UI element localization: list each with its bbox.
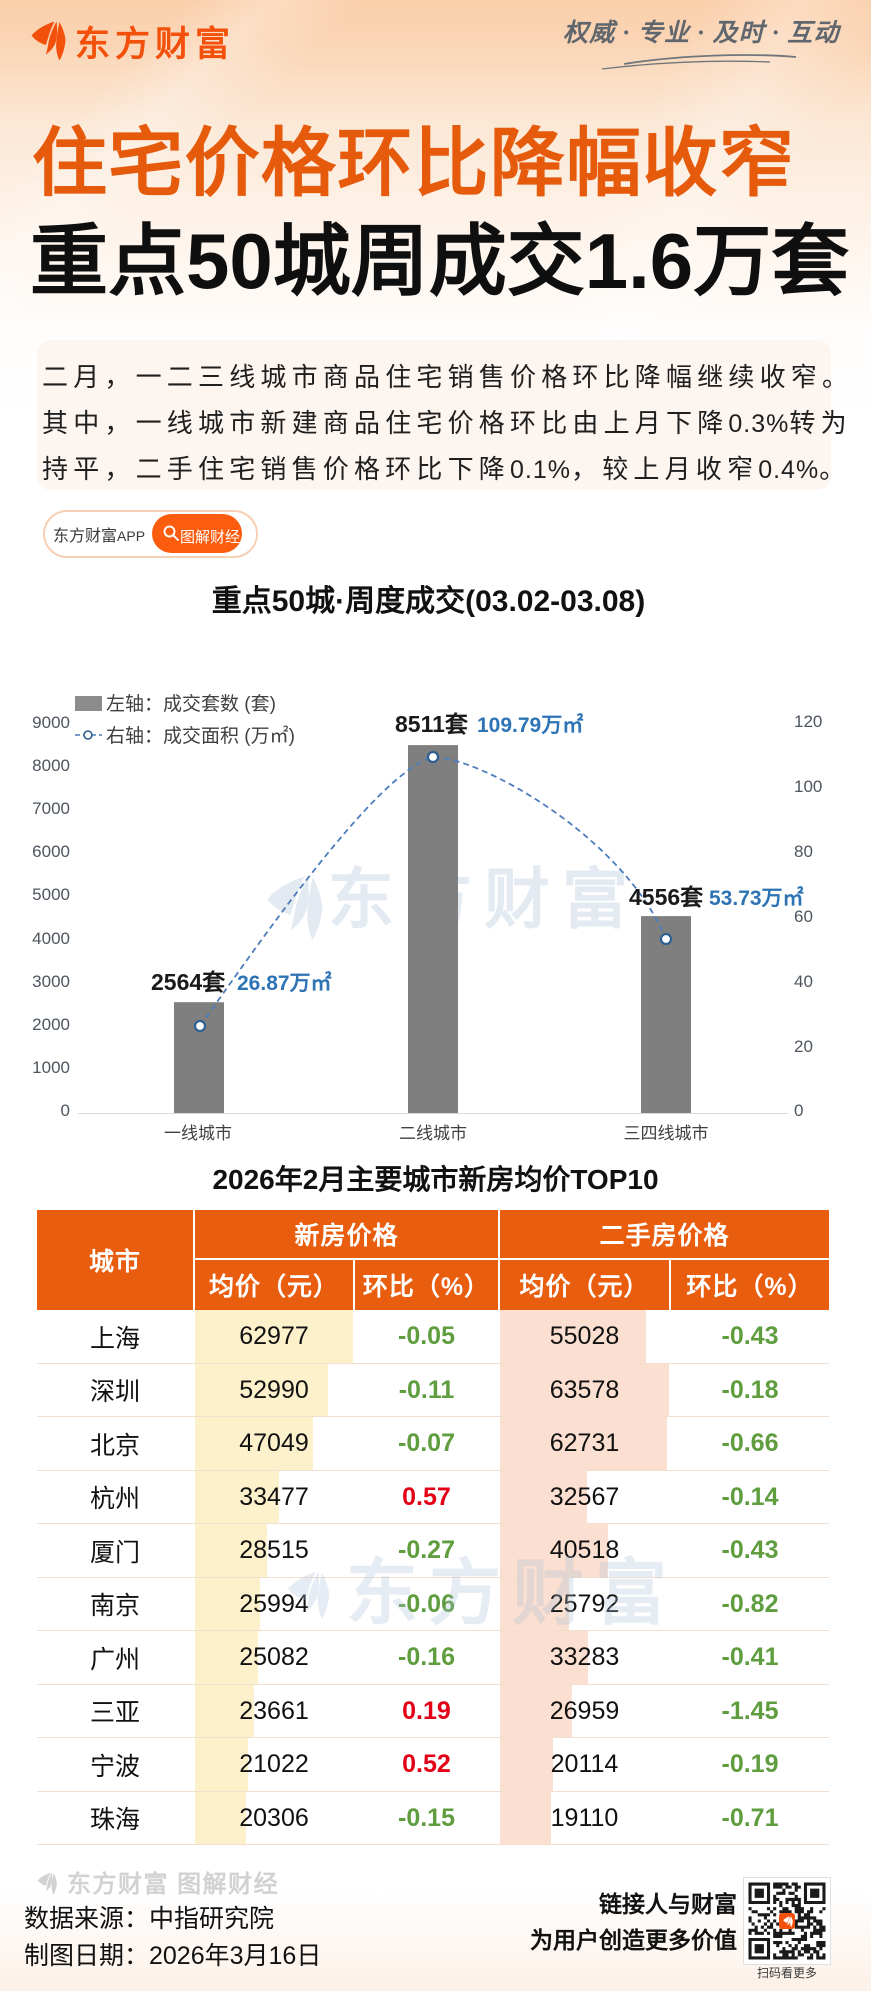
svg-text:右轴：成交面积 (万㎡): 右轴：成交面积 (万㎡) <box>106 724 295 747</box>
svg-text:6000: 6000 <box>32 842 70 861</box>
svg-text:40: 40 <box>794 972 813 991</box>
svg-text:3000: 3000 <box>32 972 70 991</box>
svg-text:0: 0 <box>794 1101 803 1120</box>
svg-text:0: 0 <box>61 1101 70 1120</box>
svg-text:8000: 8000 <box>32 756 70 775</box>
svg-text:53.73万㎡: 53.73万㎡ <box>709 886 804 910</box>
svg-text:4556套: 4556套 <box>629 884 703 910</box>
svg-text:100: 100 <box>794 777 822 796</box>
svg-text:120: 120 <box>794 712 822 731</box>
svg-text:5000: 5000 <box>32 885 70 904</box>
svg-text:4000: 4000 <box>32 929 70 948</box>
svg-text:60: 60 <box>794 907 813 926</box>
svg-text:三四线城市: 三四线城市 <box>624 1124 709 1143</box>
svg-text:一线城市: 一线城市 <box>164 1124 232 1143</box>
svg-text:7000: 7000 <box>32 799 70 818</box>
svg-text:2564套: 2564套 <box>151 969 225 995</box>
svg-text:8511套: 8511套 <box>395 711 468 737</box>
svg-text:80: 80 <box>794 842 813 861</box>
svg-text:9000: 9000 <box>32 713 70 732</box>
svg-text:左轴：成交套数 (套): 左轴：成交套数 (套) <box>106 693 276 715</box>
svg-text:109.79万㎡: 109.79万㎡ <box>477 713 583 737</box>
svg-text:26.87万㎡: 26.87万㎡ <box>237 971 332 995</box>
svg-text:2000: 2000 <box>32 1015 70 1034</box>
svg-text:20: 20 <box>794 1037 813 1056</box>
svg-text:1000: 1000 <box>32 1058 70 1077</box>
svg-text:二线城市: 二线城市 <box>399 1124 467 1143</box>
